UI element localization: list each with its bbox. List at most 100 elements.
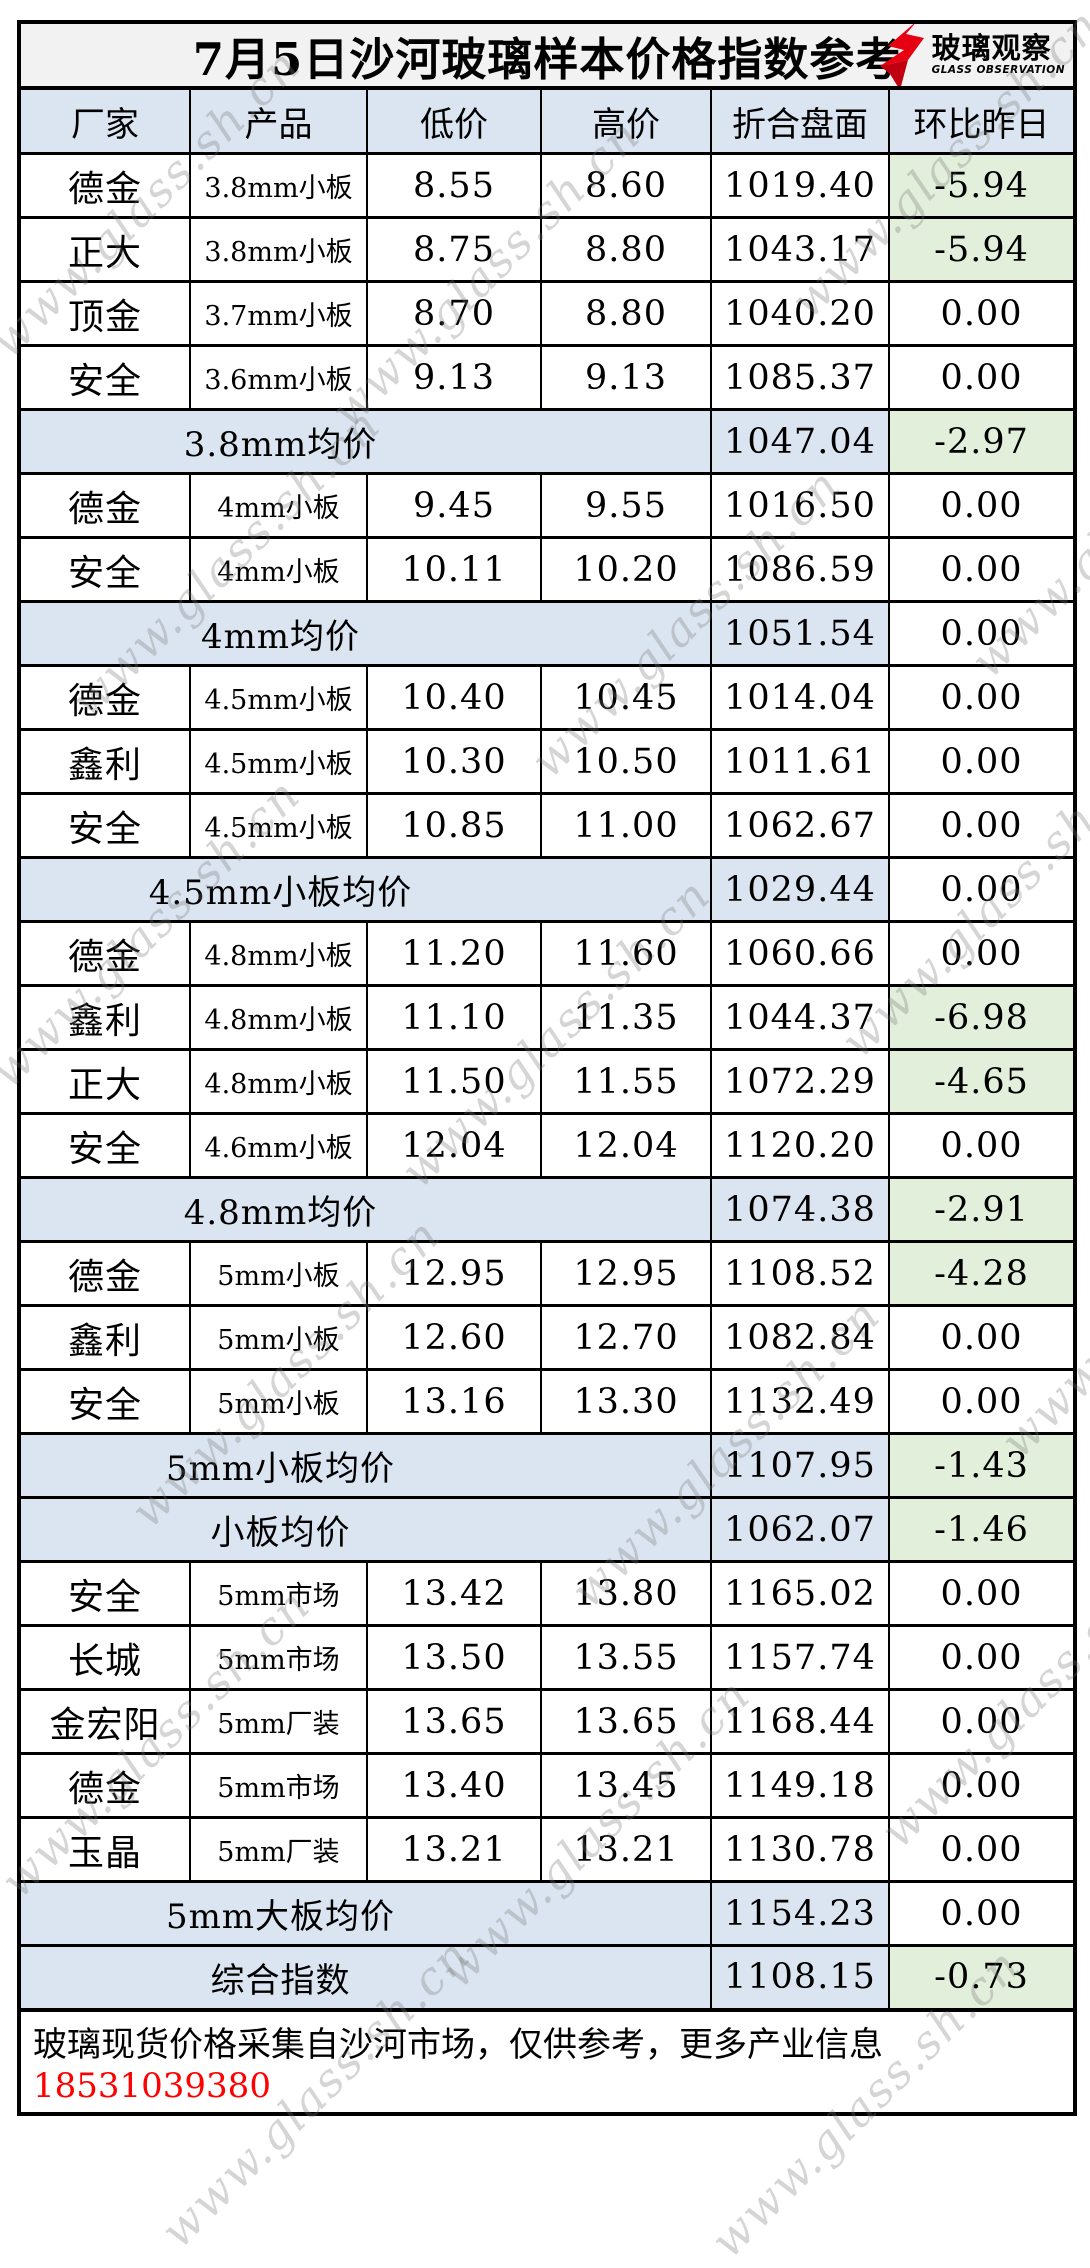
high-price-cell: 12.70 xyxy=(540,1304,712,1371)
column-header-3: 高价 xyxy=(540,86,712,155)
low-price-cell: 12.95 xyxy=(366,1240,542,1307)
change-cell: 0.00 xyxy=(887,472,1077,539)
table-row: 安全 3.6mm小板 9.13 9.13 1085.37 0.00 xyxy=(18,344,1077,411)
high-price-cell: 13.21 xyxy=(540,1816,712,1883)
low-price-cell: 10.30 xyxy=(366,728,542,795)
footer-row: 玻璃现货价格采集自沙河市场，仅供参考，更多产业信息18531039380 xyxy=(17,2007,1077,2115)
product-cell: 4.5mm小板 xyxy=(189,728,368,795)
change-cell: 0.00 xyxy=(887,1752,1077,1819)
high-price-cell: 13.45 xyxy=(540,1752,712,1819)
product-cell: 5mm厂装 xyxy=(189,1816,368,1883)
table-row: 德金 4.8mm小板 11.20 11.60 1060.66 0.00 xyxy=(18,920,1077,987)
high-price-cell: 13.55 xyxy=(540,1624,712,1691)
footer-phone: 18531039380 xyxy=(33,2066,271,2106)
low-price-cell: 13.50 xyxy=(366,1624,542,1691)
factory-cell: 正大 xyxy=(18,216,191,283)
product-cell: 4mm小板 xyxy=(189,472,368,539)
table-row: 安全 4mm小板 10.11 10.20 1086.59 0.00 xyxy=(18,536,1077,603)
index-cell: 1157.74 xyxy=(710,1624,890,1691)
summary-row: 5mm大板均价 1154.23 0.00 xyxy=(18,1880,1077,1947)
high-price-cell: 9.55 xyxy=(540,472,712,539)
change-cell: 0.00 xyxy=(887,280,1077,347)
title-row: 7月5日沙河玻璃样本价格指数参考 玻璃观察 GLASS OBSERVATION xyxy=(17,20,1077,90)
index-cell: 1086.59 xyxy=(710,536,890,603)
product-cell: 4.8mm小板 xyxy=(189,920,368,987)
table-row: 鑫利 4.5mm小板 10.30 10.50 1011.61 0.00 xyxy=(18,728,1077,795)
high-price-cell: 8.80 xyxy=(540,216,712,283)
change-cell: -5.94 xyxy=(887,152,1077,219)
index-cell: 1014.04 xyxy=(710,664,890,731)
low-price-cell: 8.55 xyxy=(366,152,542,219)
brand-logo: 玻璃观察 GLASS OBSERVATION xyxy=(878,25,1066,84)
low-price-cell: 8.70 xyxy=(366,280,542,347)
high-price-cell: 8.80 xyxy=(540,280,712,347)
change-cell: -1.46 xyxy=(887,1496,1077,1563)
high-price-cell: 13.65 xyxy=(540,1688,712,1755)
table-row: 鑫利 4.8mm小板 11.10 11.35 1044.37 -6.98 xyxy=(18,984,1077,1051)
index-cell: 1051.54 xyxy=(710,600,890,667)
column-header-5: 环比昨日 xyxy=(887,86,1077,155)
change-cell: 0.00 xyxy=(887,1368,1077,1435)
index-cell: 1029.44 xyxy=(710,856,890,923)
factory-cell: 正大 xyxy=(18,1048,191,1115)
product-cell: 3.8mm小板 xyxy=(189,216,368,283)
factory-cell: 德金 xyxy=(18,920,191,987)
change-cell: 0.00 xyxy=(887,536,1077,603)
high-price-cell: 11.55 xyxy=(540,1048,712,1115)
column-header-1: 产品 xyxy=(189,86,368,155)
low-price-cell: 11.20 xyxy=(366,920,542,987)
factory-cell: 德金 xyxy=(18,1240,191,1307)
table-row: 正大 3.8mm小板 8.75 8.80 1043.17 -5.94 xyxy=(18,216,1077,283)
index-cell: 1120.20 xyxy=(710,1112,890,1179)
product-cell: 4.8mm小板 xyxy=(189,984,368,1051)
index-cell: 1040.20 xyxy=(710,280,890,347)
product-cell: 4.5mm小板 xyxy=(189,664,368,731)
change-cell: 0.00 xyxy=(887,664,1077,731)
index-cell: 1165.02 xyxy=(710,1560,890,1627)
index-cell: 1149.18 xyxy=(710,1752,890,1819)
table-row: 德金 5mm市场 13.40 13.45 1149.18 0.00 xyxy=(18,1752,1077,1819)
change-cell: -5.94 xyxy=(887,216,1077,283)
summary-label-cell: 4mm均价 xyxy=(18,600,712,667)
low-price-cell: 13.40 xyxy=(366,1752,542,1819)
column-header-0: 厂家 xyxy=(18,86,191,155)
high-price-cell: 11.00 xyxy=(540,792,712,859)
index-cell: 1108.15 xyxy=(710,1944,890,2011)
change-cell: 0.00 xyxy=(887,792,1077,859)
product-cell: 4.5mm小板 xyxy=(189,792,368,859)
change-cell: 0.00 xyxy=(887,1112,1077,1179)
factory-cell: 玉晶 xyxy=(18,1816,191,1883)
high-price-cell: 10.50 xyxy=(540,728,712,795)
factory-cell: 鑫利 xyxy=(18,984,191,1051)
factory-cell: 德金 xyxy=(18,664,191,731)
column-header-2: 低价 xyxy=(366,86,542,155)
low-price-cell: 13.21 xyxy=(366,1816,542,1883)
table-row: 长城 5mm市场 13.50 13.55 1157.74 0.00 xyxy=(18,1624,1077,1691)
summary-row: 小板均价 1062.07 -1.46 xyxy=(18,1496,1077,1563)
index-cell: 1132.49 xyxy=(710,1368,890,1435)
change-cell: -6.98 xyxy=(887,984,1077,1051)
index-cell: 1060.66 xyxy=(710,920,890,987)
change-cell: -1.43 xyxy=(887,1432,1077,1499)
product-cell: 5mm小板 xyxy=(189,1240,368,1307)
price-index-table: 7月5日沙河玻璃样本价格指数参考 玻璃观察 GLASS OBSERVATION xyxy=(17,20,1078,2116)
logo-en-text: GLASS OBSERVATION xyxy=(931,64,1066,77)
high-price-cell: 10.45 xyxy=(540,664,712,731)
product-cell: 5mm市场 xyxy=(189,1560,368,1627)
table-row: 德金 4.5mm小板 10.40 10.45 1014.04 0.00 xyxy=(18,664,1077,731)
change-cell: 0.00 xyxy=(887,1688,1077,1755)
high-price-cell: 8.60 xyxy=(540,152,712,219)
low-price-cell: 9.45 xyxy=(366,472,542,539)
table-row: 顶金 3.7mm小板 8.70 8.80 1040.20 0.00 xyxy=(18,280,1077,347)
index-cell: 1154.23 xyxy=(710,1880,890,1947)
summary-label-cell: 3.8mm均价 xyxy=(18,408,712,475)
change-cell: -2.97 xyxy=(887,408,1077,475)
summary-label-cell: 5mm小板均价 xyxy=(18,1432,712,1499)
table-row: 安全 5mm小板 13.16 13.30 1132.49 0.00 xyxy=(18,1368,1077,1435)
factory-cell: 长城 xyxy=(18,1624,191,1691)
table-row: 金宏阳 5mm厂装 13.65 13.65 1168.44 0.00 xyxy=(18,1688,1077,1755)
high-price-cell: 13.30 xyxy=(540,1368,712,1435)
table-row: 德金 4mm小板 9.45 9.55 1016.50 0.00 xyxy=(18,472,1077,539)
column-header-4: 折合盘面 xyxy=(710,86,890,155)
summary-row: 4.8mm均价 1074.38 -2.91 xyxy=(18,1176,1077,1243)
